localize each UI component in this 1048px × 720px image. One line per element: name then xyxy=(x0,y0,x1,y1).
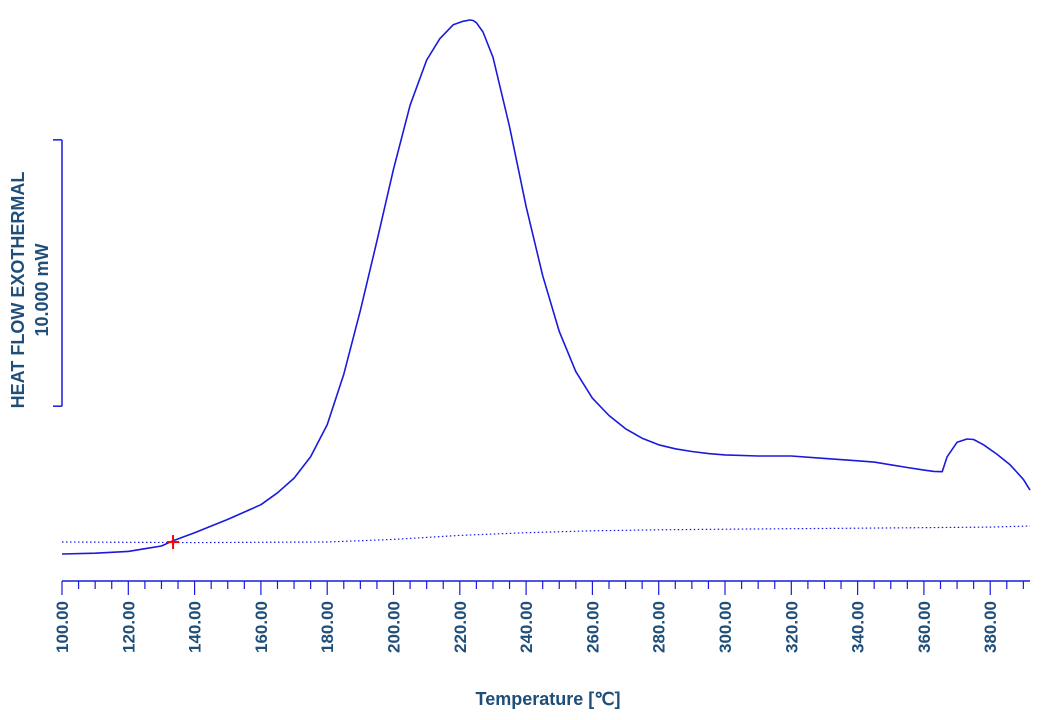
x-tick-label: 140.00 xyxy=(186,601,205,653)
x-tick-label: 120.00 xyxy=(119,601,138,653)
onset-marker xyxy=(167,535,180,550)
x-tick-label: 240.00 xyxy=(517,601,536,653)
x-tick-label: 340.00 xyxy=(849,601,868,653)
x-tick-label: 180.00 xyxy=(318,601,337,653)
x-tick-label: 380.00 xyxy=(981,601,1000,653)
x-axis-title: Temperature [℃] xyxy=(476,689,621,709)
y-scale-bar xyxy=(53,139,63,407)
x-axis: 100.00 120.00 140.00 160.00 180.00 200.00 220.… xyxy=(53,580,1030,653)
curves xyxy=(61,19,1031,555)
x-tick-label: 200.00 xyxy=(385,601,404,653)
x-tick-label: 320.00 xyxy=(782,601,801,653)
heat-flow-series xyxy=(61,19,1031,555)
y-scale-label: 10.000 mW xyxy=(32,243,52,336)
x-tick-label: 160.00 xyxy=(252,601,271,653)
x-tick-label: 280.00 xyxy=(650,601,669,653)
x-tick-label: 220.00 xyxy=(451,601,470,653)
x-tick-label: 360.00 xyxy=(915,601,934,653)
x-tick-label: 300.00 xyxy=(716,601,735,653)
baseline-series xyxy=(61,525,1031,544)
y-axis-title: HEAT FLOW EXOTHERMAL xyxy=(8,172,28,409)
x-tick-label: 100.00 xyxy=(53,601,72,653)
x-tick-label: 260.00 xyxy=(583,601,602,653)
